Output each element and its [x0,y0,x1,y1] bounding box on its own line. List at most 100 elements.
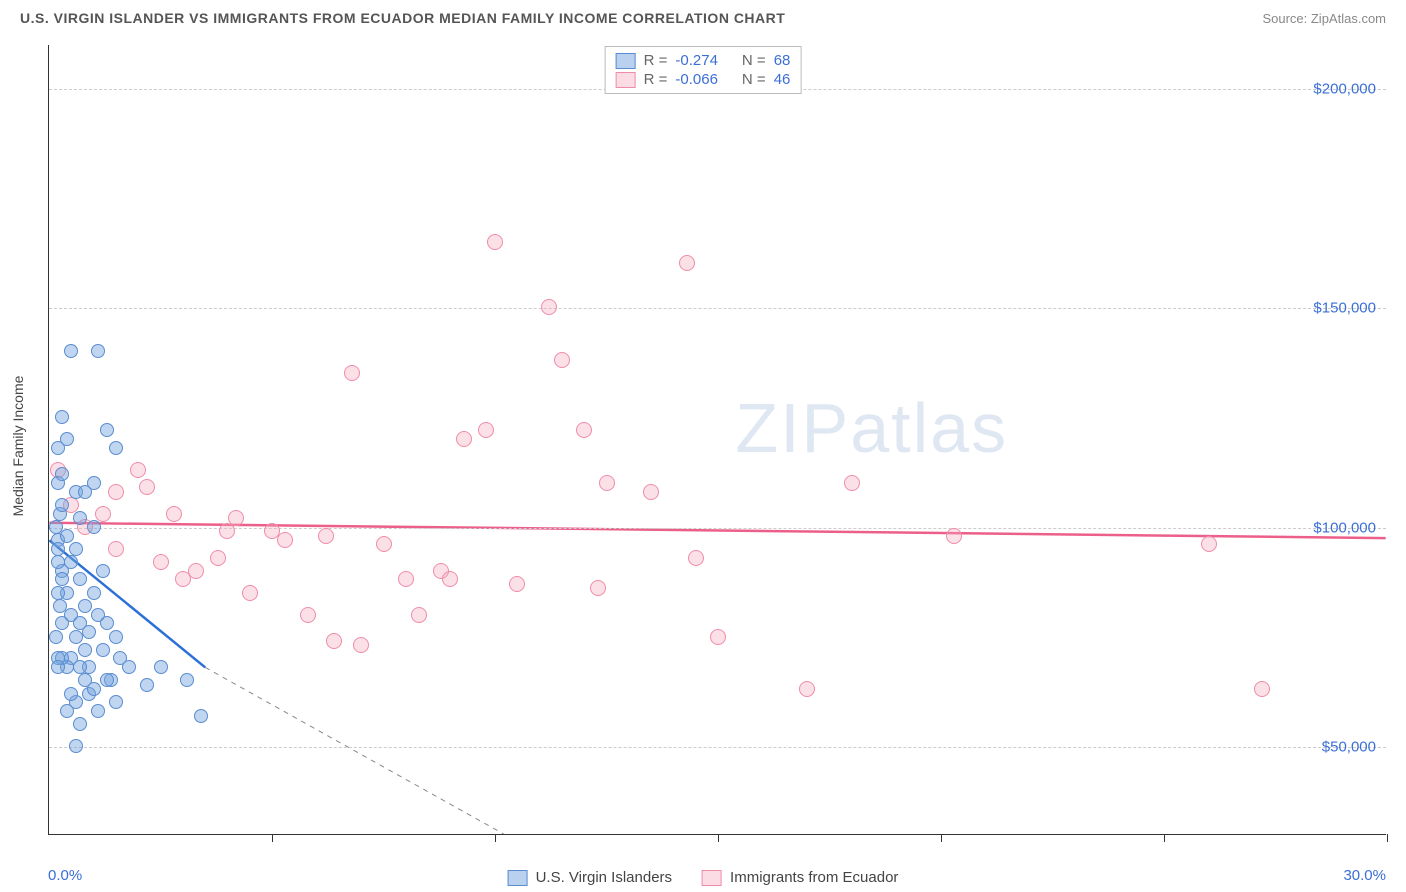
data-point [96,564,110,578]
r-value-2: -0.066 [675,71,718,88]
data-point [73,572,87,586]
x-axis-max-label: 30.0% [1343,867,1386,884]
data-point [108,484,124,500]
data-point [140,678,154,692]
data-point [51,555,65,569]
data-point [51,542,65,556]
data-point [78,599,92,613]
data-point [69,630,83,644]
data-point [277,532,293,548]
data-point [478,422,494,438]
data-point [55,498,69,512]
data-point [73,511,87,525]
data-point [228,510,244,526]
data-point [326,633,342,649]
chart-title: U.S. VIRGIN ISLANDER VS IMMIGRANTS FROM … [20,10,785,26]
data-point [87,682,101,696]
data-point [55,410,69,424]
data-point [51,586,65,600]
data-point [318,528,334,544]
data-point [55,572,69,586]
r-label-2: R = [644,71,668,88]
data-point [456,431,472,447]
data-point [109,630,123,644]
y-tick-label: $150,000 [1313,300,1376,317]
data-point [108,541,124,557]
x-tick [1387,834,1388,842]
data-point [576,422,592,438]
data-point [51,660,65,674]
data-point [100,423,114,437]
data-point [242,585,258,601]
data-point [87,520,101,534]
data-point [91,704,105,718]
data-point [1201,536,1217,552]
data-point [180,673,194,687]
gridline-h [49,308,1386,309]
data-point [799,681,815,697]
data-point [210,550,226,566]
data-point [194,709,208,723]
stats-row-1: R = -0.274 N = 68 [616,51,791,70]
data-point [53,599,67,613]
stats-row-2: R = -0.066 N = 46 [616,70,791,89]
data-point [946,528,962,544]
swatch-series1-icon [508,870,528,886]
data-point [154,660,168,674]
swatch-series2 [616,72,636,88]
data-point [353,637,369,653]
x-tick [272,834,273,842]
y-tick-label: $200,000 [1313,80,1376,97]
data-point [122,660,136,674]
data-point [95,506,111,522]
data-point [188,563,204,579]
data-point [710,629,726,645]
data-point [64,555,78,569]
data-point [376,536,392,552]
data-point [442,571,458,587]
data-point [130,462,146,478]
data-point [139,479,155,495]
data-point [73,717,87,731]
bottom-legend: U.S. Virgin Islanders Immigrants from Ec… [508,869,899,886]
legend-label-2: Immigrants from Ecuador [730,869,898,886]
data-point [344,365,360,381]
data-point [411,607,427,623]
data-point [64,344,78,358]
data-point [49,630,63,644]
data-point [599,475,615,491]
data-point [64,687,78,701]
data-point [73,660,87,674]
data-point [554,352,570,368]
n-label-1: N = [742,52,766,69]
data-point [300,607,316,623]
data-point [60,529,74,543]
swatch-series2-icon [702,870,722,886]
swatch-series1 [616,53,636,69]
data-point [487,234,503,250]
data-point [590,580,606,596]
data-point [688,550,704,566]
data-point [82,625,96,639]
data-point [643,484,659,500]
data-point [153,554,169,570]
data-point [60,432,74,446]
data-point [844,475,860,491]
y-axis-title: Median Family Income [10,376,26,517]
chart-plot-area: $50,000$100,000$150,000$200,000 [48,45,1386,835]
legend-label-1: U.S. Virgin Islanders [536,869,672,886]
stats-legend-box: R = -0.274 N = 68 R = -0.066 N = 46 [605,46,802,94]
data-point [96,643,110,657]
data-point [679,255,695,271]
gridline-h [49,528,1386,529]
x-tick [941,834,942,842]
data-point [55,467,69,481]
r-value-1: -0.274 [675,52,718,69]
data-point [87,476,101,490]
data-point [69,542,83,556]
gridline-h [49,747,1386,748]
data-point [541,299,557,315]
data-point [398,571,414,587]
legend-item-2: Immigrants from Ecuador [702,869,898,886]
n-value-1: 68 [774,52,791,69]
